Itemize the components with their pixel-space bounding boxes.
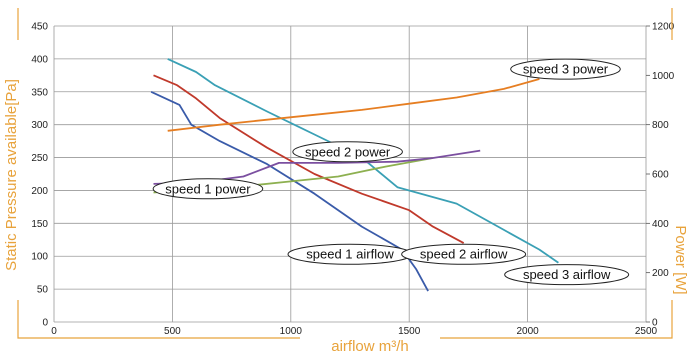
x-tick-label: 500: [164, 326, 181, 337]
tick-layer: 0 50 100 150 200 250 300 350 400 450 0 500 1000 1500 2…: [31, 22, 674, 338]
y2-tick-label: 600: [652, 170, 669, 181]
annotation-label: speed 1 power: [165, 181, 251, 196]
annotation-label: speed 2 airflow: [420, 247, 508, 262]
annotation-ellipse: [152, 178, 264, 200]
y2-axis-label: Power [W]: [672, 225, 689, 294]
annotation-ellipse: [401, 243, 527, 265]
y-tick-label: 250: [31, 153, 48, 164]
annotation-ellipse: [292, 141, 403, 163]
annotation-callout: speed 1 airflow: [287, 243, 413, 265]
annotation-ellipse: [504, 264, 630, 286]
y-tick-label: 50: [37, 285, 49, 296]
y-tick-label: 0: [42, 318, 48, 329]
y-axis-label: Static Pressure available[Pa]: [3, 79, 20, 271]
x-axis-label: airflow m³/h: [331, 338, 409, 354]
y2-tick-label: 400: [652, 219, 669, 230]
y2-tick-label: 200: [652, 268, 669, 279]
y-tick-label: 200: [31, 186, 48, 197]
annotation-layer: speed 3 power speed 2 power speed 1 power s…: [152, 58, 630, 286]
y-tick-label: 300: [31, 120, 48, 131]
series-line-speed-2-airflow: [153, 74, 465, 244]
y2-tick-label: 800: [652, 120, 669, 131]
y-tick-label: 150: [31, 219, 48, 230]
annotation-label: speed 3 power: [523, 62, 609, 77]
annotation-callout: speed 3 power: [510, 58, 621, 80]
annotation-callout: speed 1 power: [152, 178, 264, 200]
annotation-label: speed 2 power: [305, 144, 391, 159]
annotation-callout: speed 2 airflow: [401, 243, 527, 265]
left-bracket: [17, 8, 673, 339]
annotation-label: speed 1 airflow: [306, 247, 394, 262]
x-tick-label: 2500: [635, 326, 658, 337]
annotation-callout: speed 3 airflow: [504, 264, 630, 286]
annotation-ellipse: [510, 58, 621, 80]
annotation-callout: speed 2 power: [292, 141, 403, 163]
x-tick-label: 2000: [516, 326, 539, 337]
y-tick-label: 450: [31, 22, 48, 33]
x-tick-label: 1500: [398, 326, 421, 337]
x-tick-label: 0: [51, 326, 57, 337]
x-tick-label: 1000: [280, 326, 303, 337]
series-line-speed-3-power: [167, 78, 540, 132]
y2-tick-label: 1000: [652, 71, 675, 82]
y-tick-label: 400: [31, 54, 48, 65]
y2-tick-label: 0: [652, 318, 658, 329]
y-tick-label: 350: [31, 87, 48, 98]
y-tick-label: 100: [31, 252, 48, 263]
annotation-label: speed 3 airflow: [523, 267, 611, 282]
y2-tick-label: 1200: [652, 22, 675, 33]
